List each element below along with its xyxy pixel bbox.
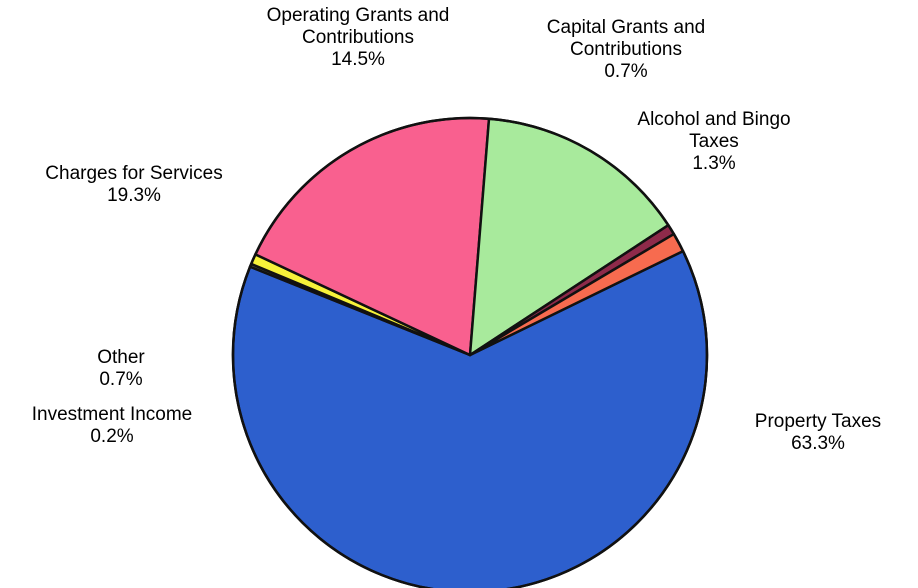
pie-slices — [233, 118, 707, 588]
slice-percent: 0.7% — [99, 369, 142, 390]
slice-name: Operating Grants and — [267, 5, 450, 26]
slice-name: Contributions — [570, 39, 682, 60]
slice-name: Alcohol and Bingo — [637, 109, 790, 130]
slice-percent: 0.2% — [90, 426, 133, 447]
slice-percent: 19.3% — [107, 185, 161, 206]
slice-label-property-taxes: Property Taxes 63.3% — [755, 411, 881, 454]
slice-percent: 14.5% — [331, 49, 385, 70]
slice-percent: 0.7% — [604, 61, 647, 82]
slice-name: Investment Income — [32, 404, 193, 425]
slice-label-other: Other 0.7% — [97, 347, 145, 390]
slice-percent: 63.3% — [791, 433, 845, 454]
slice-label-investment-income: Investment Income 0.2% — [32, 404, 193, 447]
slice-name: Property Taxes — [755, 411, 881, 432]
slice-label-operating-grants-and-contributions: Operating Grants and Contributions 14.5% — [267, 5, 450, 70]
slice-percent: 1.3% — [692, 153, 735, 174]
slice-name: Capital Grants and — [547, 17, 705, 38]
slice-label-alcohol-and-bingo-taxes: Alcohol and Bingo Taxes 1.3% — [637, 109, 790, 174]
slice-label-capital-grants-and-contributions: Capital Grants and Contributions 0.7% — [547, 17, 705, 82]
slice-name: Other — [97, 347, 145, 368]
slice-name: Charges for Services — [45, 163, 222, 184]
slice-name: Taxes — [689, 131, 739, 152]
slice-label-charges-for-services: Charges for Services 19.3% — [45, 163, 222, 206]
slice-name: Contributions — [302, 27, 414, 48]
